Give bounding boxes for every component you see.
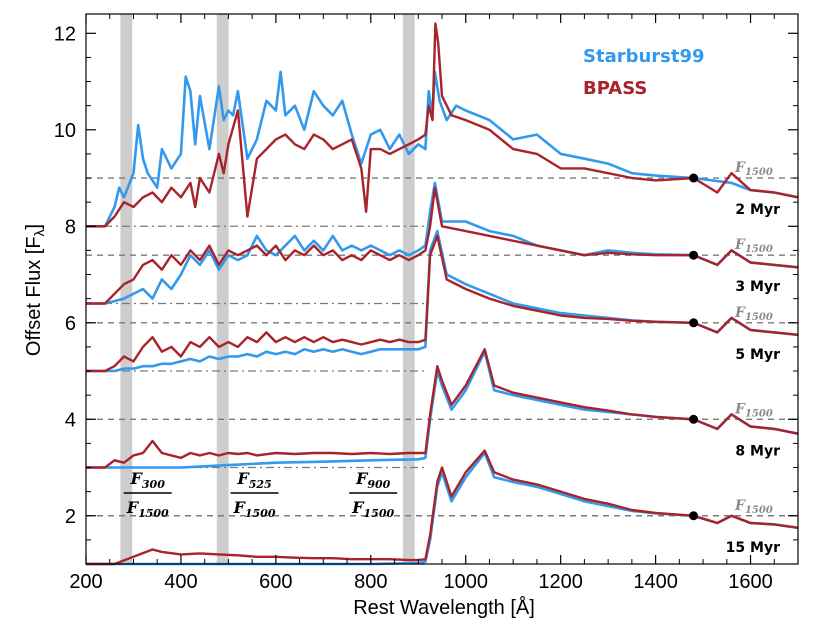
- f1500-label-sub-1: 1500: [745, 244, 773, 255]
- y-tick-label-6: 6: [65, 313, 76, 335]
- f1500-label-sub-0: 1500: [745, 167, 773, 178]
- ratio-numerator-sub: 900: [367, 478, 390, 491]
- ratio-numerator-300: F300: [130, 469, 166, 491]
- y-tick-label-4: 4: [65, 409, 76, 431]
- legend-bpass: BPASS: [583, 78, 647, 99]
- ratio-denominator-900: F1500: [351, 498, 394, 520]
- y-axis-title: Offset Flux [Fλ]: [23, 224, 47, 356]
- f1500-label-3: F1500: [734, 401, 773, 419]
- x-tick-label-400: 400: [164, 571, 197, 593]
- ratio-numerator-sub: 300: [142, 478, 165, 491]
- series-bpass-15-myr: [86, 449, 799, 566]
- reference-lines: [86, 177, 798, 565]
- x-tick-label-1200: 1200: [538, 571, 583, 593]
- series-starburst99-8-myr: [86, 350, 799, 469]
- f1500-marker-0: [689, 173, 699, 183]
- age-label-15-myr: 15 Myr: [726, 540, 780, 556]
- y-axis-title-end: ]: [23, 224, 45, 230]
- x-tick-label-800: 800: [354, 571, 387, 593]
- ratio-denominator-sub: 1500: [245, 507, 276, 520]
- band-1: [216, 14, 229, 564]
- series-starburst99-5-myr: [86, 229, 799, 373]
- x-tick-label-1600: 1600: [728, 571, 773, 593]
- series-bpass-8-myr: [86, 348, 799, 469]
- f1500-marker-1: [689, 250, 699, 260]
- series-bpass-3-myr: [86, 186, 799, 305]
- axis-ticks: 200 400 600 800 1000 1200 1400 1600 2 4 6 8 10 12: [54, 14, 798, 593]
- ratio-denominator-300: F1500: [126, 498, 169, 520]
- age-label-2-myr: 2 Myr: [735, 202, 780, 218]
- y-tick-label-12: 12: [54, 23, 76, 45]
- ratio-denominator-sub: 1500: [138, 507, 169, 520]
- y-axis-title-sub: λ: [31, 229, 47, 236]
- f1500-markers: [689, 173, 699, 521]
- ratio-label-525: F525 F1500: [230, 469, 279, 520]
- x-tick-label-1400: 1400: [633, 571, 678, 593]
- ratio-denominator-sub: 1500: [364, 507, 395, 520]
- f1500-label-sub-3: 1500: [745, 408, 773, 419]
- legend: Starburst99 BPASS: [583, 46, 705, 99]
- band-2: [402, 14, 415, 564]
- y-axis-title-main: Offset Flux [F: [23, 236, 45, 356]
- x-tick-label-600: 600: [259, 571, 292, 593]
- legend-starburst99: Starburst99: [583, 46, 705, 67]
- series-starburst99-2-myr: [86, 70, 799, 228]
- age-label-3-myr: 3 Myr: [735, 279, 780, 295]
- x-tick-label-200: 200: [69, 571, 102, 593]
- ratio-numerator-525: F525: [236, 469, 271, 491]
- f1500-label-2: F1500: [734, 305, 773, 323]
- spectra-series: [86, 22, 799, 566]
- y-tick-label-10: 10: [54, 120, 76, 142]
- x-axis-title: Rest Wavelength [Å]: [353, 596, 535, 619]
- ratio-denominator-525: F1500: [233, 498, 276, 520]
- y-tick-label-8: 8: [65, 216, 76, 238]
- f1500-label-0: F1500: [734, 160, 773, 178]
- x-tick-label-1000: 1000: [443, 571, 488, 593]
- ratio-label-900: F900 F1500: [349, 469, 398, 520]
- series-bpass-2-myr: [86, 22, 799, 228]
- f1500-label-sub-2: 1500: [745, 312, 773, 323]
- f1500-label-1: F1500: [734, 237, 773, 255]
- y-tick-label-2: 2: [65, 506, 76, 528]
- band-0: [120, 14, 133, 564]
- age-label-8-myr: 8 Myr: [735, 443, 780, 459]
- f1500-label-4: F1500: [734, 498, 773, 516]
- f1500-marker-3: [689, 414, 699, 424]
- series-bpass-5-myr: [86, 234, 799, 373]
- ratio-numerator-900: F900: [355, 469, 391, 491]
- f1500-label-sub-4: 1500: [745, 505, 773, 516]
- ratio-numerator-sub: 525: [249, 478, 272, 491]
- age-label-5-myr: 5 Myr: [735, 347, 780, 363]
- f1500-marker-2: [689, 318, 699, 328]
- wavelength-bands: [120, 14, 415, 564]
- f1500-marker-4: [689, 511, 699, 521]
